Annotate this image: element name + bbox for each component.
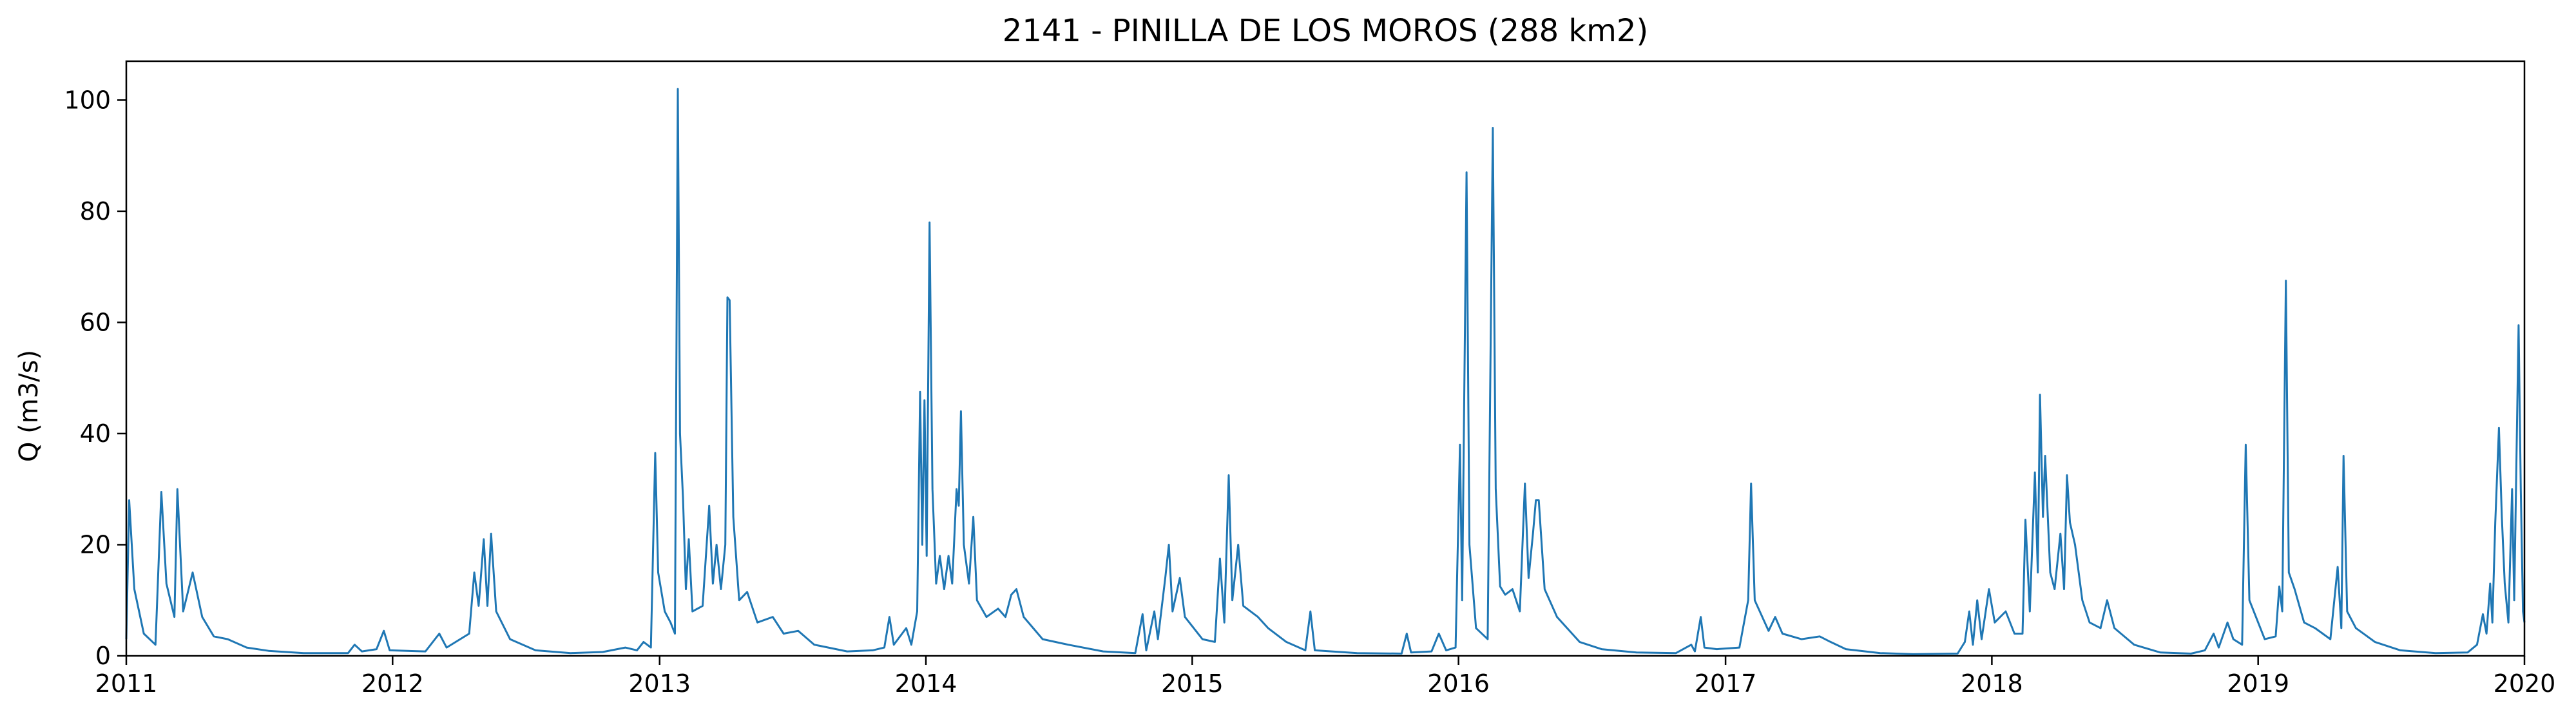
- x-tick-label: 2014: [895, 669, 957, 698]
- y-axis-ticks: 0 20 40 60 80 100: [64, 86, 126, 670]
- y-tick-label: 100: [64, 86, 111, 114]
- chart-title: 2141 - PINILLA DE LOS MOROS (288 km2): [1003, 13, 1648, 49]
- y-tick-label: 40: [80, 419, 111, 448]
- x-tick-label: 2015: [1161, 669, 1224, 698]
- x-axis-ticks: 2011 2012 2013 2014 2015 2016 2017 2018 2019 2020: [95, 656, 2556, 698]
- x-tick-label: 2011: [95, 669, 158, 698]
- x-tick-label: 2016: [1427, 669, 1490, 698]
- x-tick-label: 2020: [2494, 669, 2556, 698]
- y-tick-label: 80: [80, 197, 111, 225]
- x-tick-label: 2019: [2227, 669, 2289, 698]
- x-tick-label: 2017: [1695, 669, 1757, 698]
- y-tick-label: 60: [80, 308, 111, 336]
- y-tick-label: 20: [80, 530, 111, 559]
- x-tick-label: 2018: [1961, 669, 2023, 698]
- y-tick-label: 0: [95, 642, 111, 670]
- x-tick-label: 2012: [361, 669, 424, 698]
- plot-frame: [125, 60, 2526, 657]
- y-axis-label: Q (m3/s): [14, 350, 44, 462]
- discharge-series-line: [125, 88, 2526, 655]
- x-tick-label: 2013: [628, 669, 691, 698]
- plot-area: 2011 2012 2013 2014 2015 2016 2017 2018 2019 2020…: [64, 60, 2556, 698]
